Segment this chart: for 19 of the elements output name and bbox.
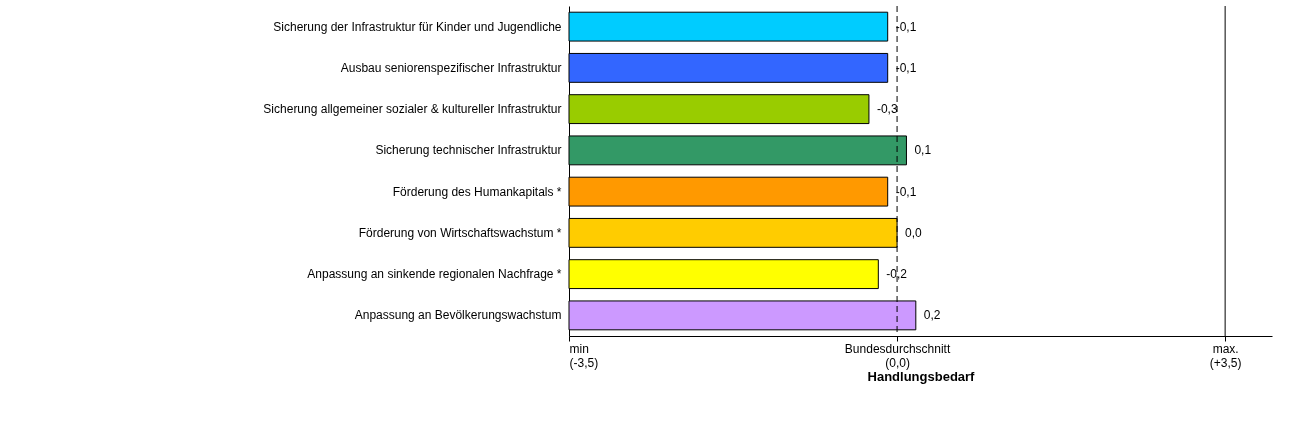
y-tick-label: Sicherung der Infrastruktur für Kinder und Jugendliche (273, 19, 562, 34)
y-tick-label: Anpassung an sinkende regionalen Nachfrage * (307, 267, 562, 282)
x-tick-label: Bundesdurchschnitt (0,0) (844, 341, 951, 370)
data-label: -0,1 (895, 60, 917, 75)
y-tick-label: Anpassung an Bevölkerungswachstum (354, 308, 562, 323)
y-tick-label: Förderung von Wirtschaftswachstum * (358, 225, 562, 240)
y-tick-label: Sicherung technischer Infrastruktur (375, 143, 562, 158)
x-tick-label: min (-3,5) (569, 341, 599, 370)
data-label: -0,1 (895, 184, 917, 199)
x-tick-label: max. (+3,5) (1209, 341, 1242, 370)
data-label: -0,3 (876, 102, 898, 117)
y-tick-label: Förderung des Humankapitals * (392, 184, 562, 199)
data-label: 0,0 (905, 225, 923, 240)
y-tick-label: Ausbau seniorenspezifischer Infrastruktur (340, 60, 562, 75)
data-label: 0,1 (914, 143, 932, 158)
data-label: 0,2 (923, 308, 941, 323)
data-label: -0,1 (895, 19, 917, 34)
y-tick-label: Sicherung allgemeiner sozialer & kultureller Infrastruktur (263, 102, 562, 117)
data-label: -0,2 (886, 267, 908, 282)
